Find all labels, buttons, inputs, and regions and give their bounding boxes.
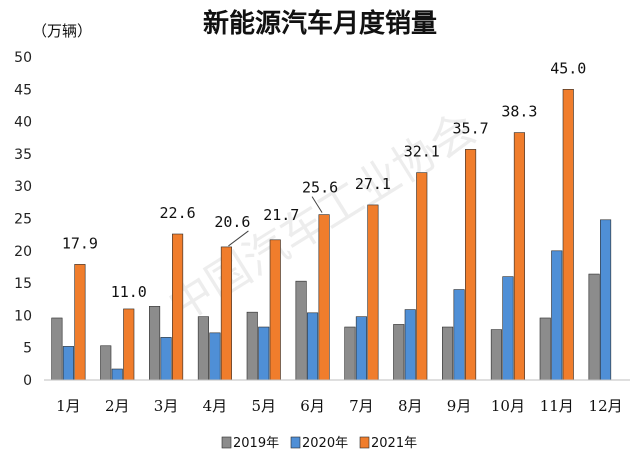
y-tick-label: 45 xyxy=(14,82,32,98)
bar-2019年-11月 xyxy=(539,317,551,381)
y-tick-label: 0 xyxy=(23,373,32,389)
data-label-2021: 11.0 xyxy=(111,283,147,301)
y-tick-label: 15 xyxy=(14,276,32,292)
bar-2019年-7月 xyxy=(344,326,356,381)
bar-2021年-1月 xyxy=(74,264,86,381)
bar-2021年-2月 xyxy=(123,308,135,381)
x-axis-ticks: 1月 2月 3月 4月 5月 6月 7月 8月 9月 10月 11月 12月 xyxy=(56,397,622,415)
bar-2020年-12月 xyxy=(600,219,612,381)
y-tick-label: 25 xyxy=(14,212,32,228)
x-tick-label: 12月 xyxy=(589,397,623,415)
bar-2019年-8月 xyxy=(393,324,405,381)
data-label-2021: 21.7 xyxy=(263,206,299,224)
bar-2020年-7月 xyxy=(355,316,367,381)
data-label-2021: 32.1 xyxy=(404,143,440,161)
legend-swatch xyxy=(290,436,301,449)
legend-label: 2021年 xyxy=(371,436,417,451)
bar-2020年-1月 xyxy=(62,346,74,381)
data-label-2021: 17.9 xyxy=(62,234,98,252)
bar-2021年-3月 xyxy=(172,233,184,381)
bar-2021年-6月 xyxy=(318,214,330,381)
data-labels: 17.9 11.0 22.6 20.6 21.725.6 27.1 32.1 35.7 38.3… xyxy=(62,59,586,301)
data-label-leader xyxy=(311,196,323,213)
bar-2020年-10月 xyxy=(502,276,514,381)
bar-2021年-7月 xyxy=(367,204,379,381)
data-label-2021: 20.6 xyxy=(214,213,250,231)
bar-2019年-3月 xyxy=(149,306,161,381)
x-tick-label: 6月 xyxy=(300,397,325,415)
legend-label: 2020年 xyxy=(302,436,348,451)
data-label-leader xyxy=(228,230,249,247)
data-label-2021: 22.6 xyxy=(160,204,196,222)
y-tick-label: 5 xyxy=(23,341,32,357)
chart-title: 新能源汽车月度销量 xyxy=(203,8,437,39)
legend-swatch xyxy=(221,436,232,449)
bar-2019年-2月 xyxy=(100,345,112,381)
bar-2020年-11月 xyxy=(551,250,563,381)
legend-swatch xyxy=(359,436,370,449)
x-tick-label: 3月 xyxy=(154,397,179,415)
bar-2020年-9月 xyxy=(453,289,465,381)
data-label-2021: 45.0 xyxy=(550,59,586,77)
bar-2020年-2月 xyxy=(111,368,123,381)
y-tick-label: 35 xyxy=(14,147,32,163)
bar-2021年-10月 xyxy=(513,132,525,381)
bar-2021年-8月 xyxy=(416,172,428,381)
bar-2019年-1月 xyxy=(51,317,63,381)
y-tick-label: 30 xyxy=(14,179,32,195)
x-tick-label: 7月 xyxy=(349,397,374,415)
legend-label: 2019年 xyxy=(233,436,279,451)
bar-2020年-4月 xyxy=(209,332,221,381)
x-tick-label: 11月 xyxy=(540,397,574,415)
y-axis-ticks: 0 5 10 15 20 25 30 35 40 45 50 xyxy=(14,50,32,389)
data-label-2021: 35.7 xyxy=(453,119,489,137)
bar-2019年-5月 xyxy=(246,311,258,381)
x-tick-label: 4月 xyxy=(203,397,228,415)
x-tick-label: 5月 xyxy=(251,397,276,415)
bar-2020年-6月 xyxy=(307,312,319,381)
bar-2020年-3月 xyxy=(160,337,172,381)
x-tick-label: 2月 xyxy=(105,397,130,415)
bar-2021年-5月 xyxy=(269,239,281,381)
bar-2021年-4月 xyxy=(220,246,232,381)
y-tick-label: 50 xyxy=(14,50,32,66)
data-label-2021: 38.3 xyxy=(501,103,537,121)
x-tick-label: 1月 xyxy=(56,397,81,415)
bar-2019年-9月 xyxy=(442,326,454,381)
bar-2020年-8月 xyxy=(404,309,416,381)
x-tick-label: 10月 xyxy=(491,397,525,415)
data-label-2021: 25.6 xyxy=(302,179,338,197)
x-tick-label: 9月 xyxy=(447,397,472,415)
bar-2019年-4月 xyxy=(197,316,209,381)
bar-2020年-5月 xyxy=(258,326,270,381)
y-tick-label: 20 xyxy=(14,244,32,260)
bar-2019年-10月 xyxy=(490,329,502,381)
y-tick-label: 40 xyxy=(14,115,32,131)
bar-2021年-9月 xyxy=(465,149,477,381)
y-tick-label: 10 xyxy=(14,308,32,324)
x-tick-label: 8月 xyxy=(398,397,423,415)
legend: 2019年 2020年 2021年 xyxy=(221,436,417,451)
data-label-2021: 27.1 xyxy=(355,175,391,193)
bar-2019年-6月 xyxy=(295,280,307,381)
bar-2019年-12月 xyxy=(588,273,600,381)
y-axis-unit-label: （万辆） xyxy=(32,22,92,40)
bar-2021年-11月 xyxy=(562,89,574,381)
